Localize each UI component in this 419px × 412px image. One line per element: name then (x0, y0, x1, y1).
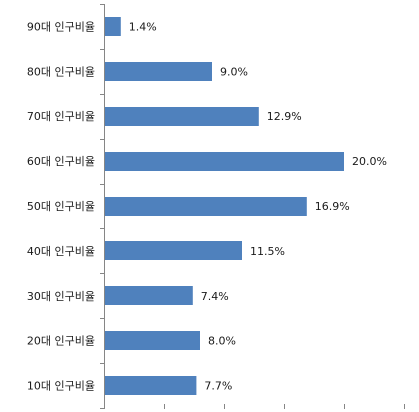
category-label: 10대 인구비율 (27, 380, 95, 393)
value-label: 1.4% (129, 20, 157, 33)
value-label: 9.0% (220, 65, 248, 78)
category-label: 20대 인구비율 (27, 335, 95, 348)
value-label: 11.5% (250, 245, 285, 258)
category-label: 50대 인구비율 (27, 200, 95, 213)
bar (105, 241, 242, 260)
value-label: 8.0% (208, 335, 236, 348)
category-label: 30대 인구비율 (27, 290, 95, 303)
bar (105, 152, 344, 171)
category-label: 80대 인구비율 (27, 65, 95, 78)
bar (105, 107, 259, 126)
bar (105, 331, 200, 350)
category-label: 90대 인구비율 (27, 20, 95, 33)
category-label: 60대 인구비율 (27, 155, 95, 168)
bar (105, 376, 197, 395)
value-label: 7.7% (204, 380, 232, 393)
value-label: 7.4% (201, 290, 229, 303)
bar (105, 197, 307, 216)
category-label: 40대 인구비율 (27, 245, 95, 258)
bar (105, 286, 193, 305)
bar (105, 17, 121, 36)
bar-layer (105, 17, 344, 395)
value-label: 12.9% (267, 110, 302, 123)
axis-layer (100, 4, 405, 409)
value-label: 16.9% (315, 200, 350, 213)
value-label: 20.0% (352, 155, 387, 168)
category-label: 70대 인구비율 (27, 110, 95, 123)
label-layer: 90대 인구비율 1.4% 80대 인구비율 9.0% 70대 인구비율 12.9% 60대… (27, 20, 387, 392)
bar (105, 62, 212, 81)
